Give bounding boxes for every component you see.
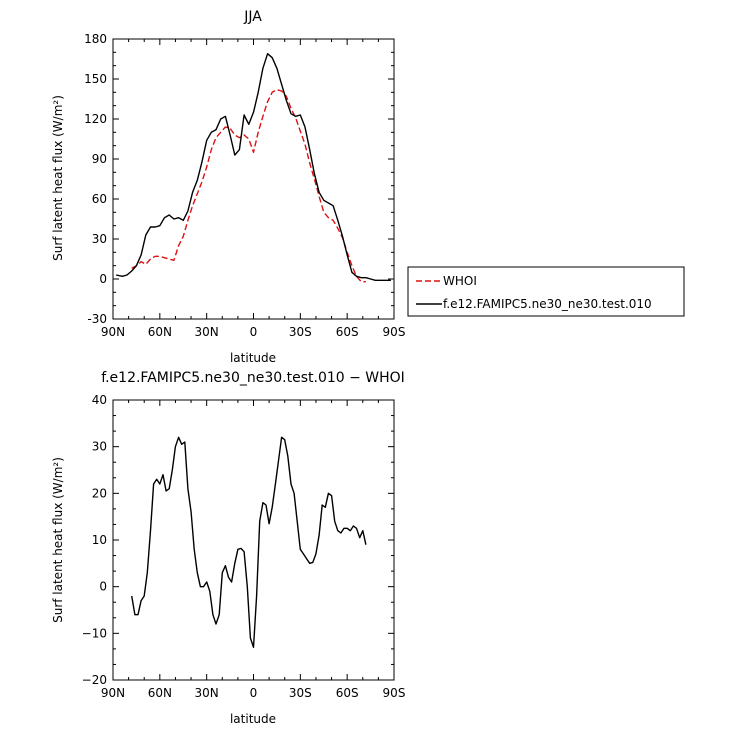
y-tick-label-0-2: 30: [92, 232, 107, 246]
series-line-0-1: [115, 53, 391, 281]
y-tick-label-1-1: −10: [82, 626, 107, 640]
x-tick-label-0-3: 0: [250, 325, 258, 339]
x-tick-label-0-0: 90N: [101, 325, 125, 339]
top-y-axis-title: Surf latent heat flux (W/m²): [51, 95, 65, 261]
top-chart-title: JJA: [243, 9, 262, 25]
series-line-0-0: [131, 88, 366, 283]
x-tick-label-1-6: 90S: [383, 686, 406, 700]
bottom-x-axis-title: latitude: [230, 712, 276, 726]
bottom-chart-title: f.e12.FAMIPC5.ne30_ne30.test.010 − WHOI: [101, 370, 405, 386]
x-tick-label-1-5: 60S: [336, 686, 359, 700]
x-tick-label-0-1: 60N: [148, 325, 172, 339]
y-tick-label-1-0: −20: [82, 673, 107, 687]
x-tick-label-1-3: 0: [250, 686, 258, 700]
x-tick-label-1-1: 60N: [148, 686, 172, 700]
x-tick-label-0-4: 30S: [289, 325, 312, 339]
top-panel: JJA -30 0 30 60 90 120 150 180 90N 60N 30N 0 30S 60S 9…: [51, 9, 685, 365]
y-tick-label-1-4: 20: [92, 486, 107, 500]
x-tick-label-1-4: 30S: [289, 686, 312, 700]
y-tick-label-0-6: 150: [84, 72, 107, 86]
x-tick-label-1-2: 30N: [195, 686, 219, 700]
y-tick-label-1-3: 10: [92, 533, 107, 547]
y-tick-label-0-1: 0: [99, 272, 107, 286]
x-tick-label-1-0: 90N: [101, 686, 125, 700]
top-x-axis-title: latitude: [230, 351, 276, 365]
y-tick-label-0-0: -30: [87, 312, 107, 326]
series-line-1-0: [131, 436, 367, 648]
y-tick-label-1-6: 40: [92, 393, 107, 407]
bottom-plot-area: −20 −10 0 10 20 30 40 90N 60N 30N 0 30S 60S 90S: [82, 393, 406, 700]
top-legend: WHOI f.e12.FAMIPC5.ne30_ne30.test.010: [407, 266, 685, 317]
legend-label-whoi: WHOI: [443, 274, 477, 288]
legend-label-model: f.e12.FAMIPC5.ne30_ne30.test.010: [443, 297, 652, 311]
bottom-y-axis-title: Surf latent heat flux (W/m²): [51, 457, 65, 623]
x-tick-label-0-5: 60S: [336, 325, 359, 339]
x-tick-label-0-6: 90S: [383, 325, 406, 339]
y-tick-label-0-3: 60: [92, 192, 107, 206]
x-tick-label-0-2: 30N: [195, 325, 219, 339]
y-tick-label-0-4: 90: [92, 152, 107, 166]
plot-frame-0: [112, 38, 395, 320]
legend-box: [407, 266, 685, 317]
y-tick-label-1-5: 30: [92, 440, 107, 454]
bottom-panel: f.e12.FAMIPC5.ne30_ne30.test.010 − WHOI …: [51, 370, 405, 726]
y-tick-label-0-7: 180: [84, 32, 107, 46]
y-tick-label-0-5: 120: [84, 112, 107, 126]
y-tick-label-1-2: 0: [99, 580, 107, 594]
top-plot-area: -30 0 30 60 90 120 150 180 90N 60N 30N 0 30S 60S 90S: [84, 32, 405, 339]
